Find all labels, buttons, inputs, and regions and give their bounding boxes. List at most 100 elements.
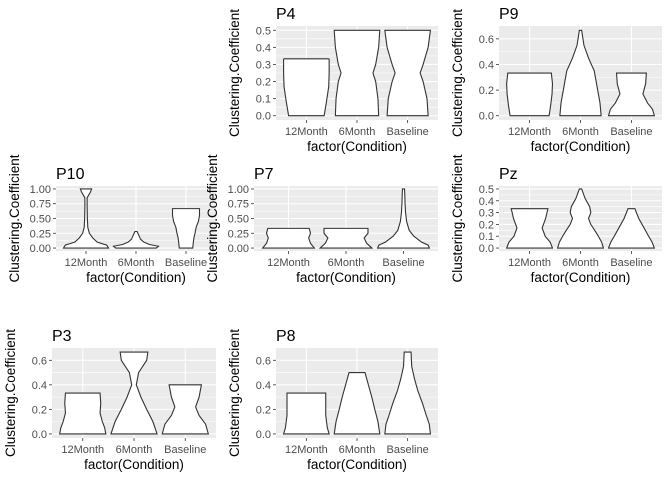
x-tick-label: 12Month (285, 126, 328, 138)
y-axis-title: Clustering.Coefficient (450, 154, 465, 282)
x-tick-label: 6Month (339, 126, 376, 138)
y-axis-title: Clustering.Coefficient (3, 329, 18, 457)
y-tick-label: 0.4 (479, 59, 494, 71)
violin-12month (506, 72, 554, 117)
panel-p10: 0.00 0.25 0.50 0.75 1.00 12Month 6Month Baselin… (7, 154, 216, 285)
x-tick-label: Baseline (387, 126, 429, 138)
y-axis-title: Clustering.Coefficient (450, 9, 465, 137)
panel-title: P8 (276, 328, 296, 345)
panel-title: P4 (276, 6, 296, 23)
panel-title: P7 (254, 166, 274, 183)
panel-p9: 0.0 0.2 0.4 0.6 12Month 6Month Baseline P9 facto… (450, 6, 662, 154)
violin-6month (333, 29, 381, 117)
violin-6month (556, 188, 605, 249)
y-tick-label: 1.00 (228, 184, 249, 196)
y-axis-title: Clustering.Coefficient (227, 329, 242, 457)
y-tick-label: 0.0 (479, 243, 494, 255)
violin-6month (559, 29, 602, 117)
y-tick-label: 0.1 (256, 94, 271, 106)
panel-title: P10 (56, 166, 85, 183)
x-tick-label: Baseline (387, 444, 429, 456)
violin-baseline (607, 72, 656, 117)
panel-p3: 0.0 0.2 0.4 0.6 12Month 6Month Baseline P3 facto… (3, 328, 216, 472)
violin-baseline (161, 384, 210, 435)
y-tick-label: 0.2 (256, 404, 271, 416)
y-tick-label: 0.50 (228, 214, 249, 226)
x-tick-label: 12Month (267, 257, 310, 269)
panel-title: P3 (52, 328, 72, 345)
y-tick-label: 0.5 (479, 184, 494, 196)
violin-baseline (607, 208, 656, 249)
x-tick-label: Baseline (610, 257, 652, 269)
violin-12month (59, 392, 107, 435)
y-tick-label: 0.0 (256, 429, 271, 441)
violin-12month (62, 188, 110, 249)
x-tick-label: 12Month (61, 444, 104, 456)
y-tick-label: 1.00 (30, 184, 51, 196)
y-tick-label: 0.25 (30, 228, 51, 240)
violin-baseline (171, 208, 201, 249)
x-tick-label: 6Month (562, 126, 599, 138)
violin-baseline (384, 351, 432, 435)
violin-6month (318, 227, 374, 249)
x-tick-label: 12Month (508, 257, 551, 269)
y-tick-label: 0.2 (32, 404, 47, 416)
x-tick-label: 6Month (328, 257, 365, 269)
y-tick-label: 0.6 (32, 355, 47, 367)
y-tick-label: 0.6 (479, 34, 494, 46)
x-tick-label: 12Month (508, 126, 551, 138)
y-tick-label: 0.6 (256, 355, 271, 367)
violin-12month (261, 227, 316, 249)
y-tick-label: 0.2 (256, 77, 271, 89)
x-tick-label: Baseline (610, 126, 652, 138)
y-tick-label: 0.2 (479, 219, 494, 231)
panel-pz: 0.00.10.20.30.40.5 12Month 6Month Baseline P… (450, 154, 662, 285)
x-tick-label: 6Month (339, 444, 376, 456)
y-tick-label: 0.00 (30, 243, 51, 255)
y-axis-title: Clustering.Coefficient (227, 9, 242, 137)
x-tick-label: Baseline (165, 257, 207, 269)
x-axis-title: factor(Condition) (531, 270, 631, 285)
violin-6month (333, 372, 381, 435)
y-tick-label: 0.0 (256, 111, 271, 123)
y-tick-label: 0.4 (256, 42, 271, 54)
violin-12month (505, 208, 554, 249)
panel-p7: 0.00 0.25 0.50 0.75 1.00 12Month 6Month Baselin… (205, 154, 438, 285)
y-axis-title: Clustering.Coefficient (205, 154, 220, 282)
panel-title: Pz (499, 166, 518, 183)
x-tick-label: Baseline (382, 257, 424, 269)
x-axis-title: factor(Condition) (531, 139, 631, 154)
x-axis-title: factor(Condition) (84, 457, 184, 472)
x-axis-title: factor(Condition) (296, 270, 396, 285)
x-tick-label: Baseline (164, 444, 206, 456)
y-tick-label: 0.75 (228, 199, 249, 211)
violin-6month (110, 351, 158, 435)
panel-title: P9 (499, 6, 519, 23)
violin-6month (112, 230, 160, 249)
panel-p8: 0.0 0.2 0.4 0.6 12Month 6Month Baseline P8 facto… (227, 328, 438, 472)
y-axis-title: Clustering.Coefficient (7, 154, 22, 282)
panel-p4: 0.0 0.1 0.2 0.3 0.4 0.5 12Month 6Month Baseline P… (227, 6, 438, 154)
y-tick-label: 0.50 (30, 214, 51, 226)
y-tick-label: 0.25 (228, 228, 249, 240)
x-axis-title: factor(Condition) (307, 457, 407, 472)
x-tick-label: 12Month (65, 257, 108, 269)
y-tick-label: 0.4 (479, 196, 494, 208)
x-tick-label: 6Month (118, 257, 155, 269)
violin-12month (282, 392, 330, 435)
y-tick-label: 0.2 (479, 85, 494, 97)
y-tick-label: 0.5 (256, 25, 271, 37)
x-tick-label: 6Month (562, 257, 599, 269)
y-tick-label: 0.4 (32, 380, 47, 392)
y-tick-label: 0.1 (479, 231, 494, 243)
y-tick-label: 0.75 (30, 199, 51, 211)
x-axis-title: factor(Condition) (307, 139, 407, 154)
x-axis-title: factor(Condition) (86, 270, 186, 285)
y-tick-label: 0.00 (228, 243, 249, 255)
y-tick-label: 0.3 (479, 208, 494, 220)
x-tick-label: 6Month (116, 444, 153, 456)
x-tick-label: 12Month (285, 444, 328, 456)
violin-12month (283, 58, 330, 117)
y-tick-label: 0.0 (479, 111, 494, 123)
